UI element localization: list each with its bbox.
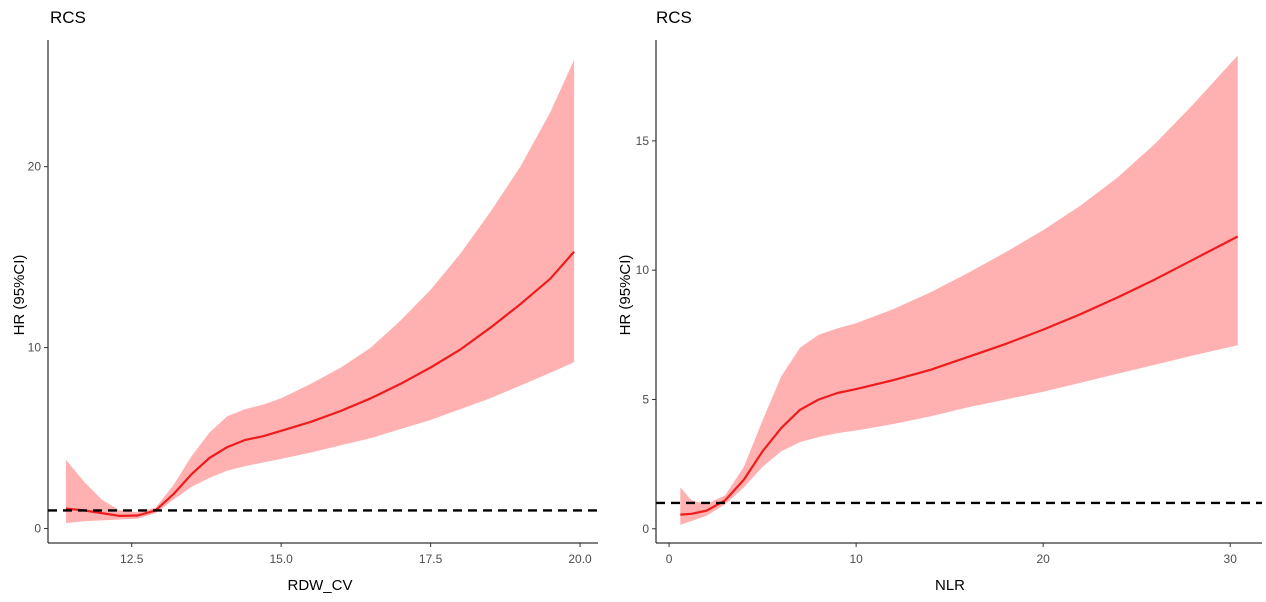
y-axis-label: HR (95%CI) xyxy=(617,255,634,336)
y-tick-label: 10 xyxy=(28,341,42,355)
y-tick-label: 0 xyxy=(642,522,649,536)
plot-area: 0 5 10 15 0 10 20 30 xyxy=(636,40,1262,566)
x-axis-label: RDW_CV xyxy=(287,577,352,594)
y-tick-label: 20 xyxy=(28,160,42,174)
x-tick-label: 20.0 xyxy=(568,552,592,566)
y-axis-label: HR (95%CI) xyxy=(11,255,28,336)
hr-line xyxy=(680,235,1239,516)
confidence-band xyxy=(680,55,1238,525)
x-tick-label: 30 xyxy=(1224,552,1238,566)
confidence-band xyxy=(65,59,575,524)
y-tick-label: 0 xyxy=(34,522,41,536)
x-tick-label: 15.0 xyxy=(269,552,293,566)
y-tick-label: 5 xyxy=(642,392,649,406)
x-tick-label: 10 xyxy=(849,552,863,566)
chart-title: RCS xyxy=(50,8,86,27)
x-axis-label: NLR xyxy=(935,577,965,594)
x-tick-label: 20 xyxy=(1036,552,1050,566)
chart-title: RCS xyxy=(656,8,692,27)
hr-line xyxy=(65,250,575,518)
y-tick-label: 15 xyxy=(636,134,650,148)
x-tick-label: 0 xyxy=(666,552,673,566)
y-tick-label: 10 xyxy=(636,263,650,277)
x-tick-label: 17.5 xyxy=(419,552,443,566)
plot-area: 0 10 20 12.5 15.0 17.5 20.0 xyxy=(28,40,598,566)
x-tick-label: 12.5 xyxy=(120,552,144,566)
chart-panel-rdw-cv: RCS HR (95%CI) RDW_CV 0 10 20 12.5 15.0 17.5 2… xyxy=(11,8,598,594)
chart-panel-nlr: RCS HR (95%CI) NLR 0 5 10 15 0 10 20 30 xyxy=(617,8,1262,594)
